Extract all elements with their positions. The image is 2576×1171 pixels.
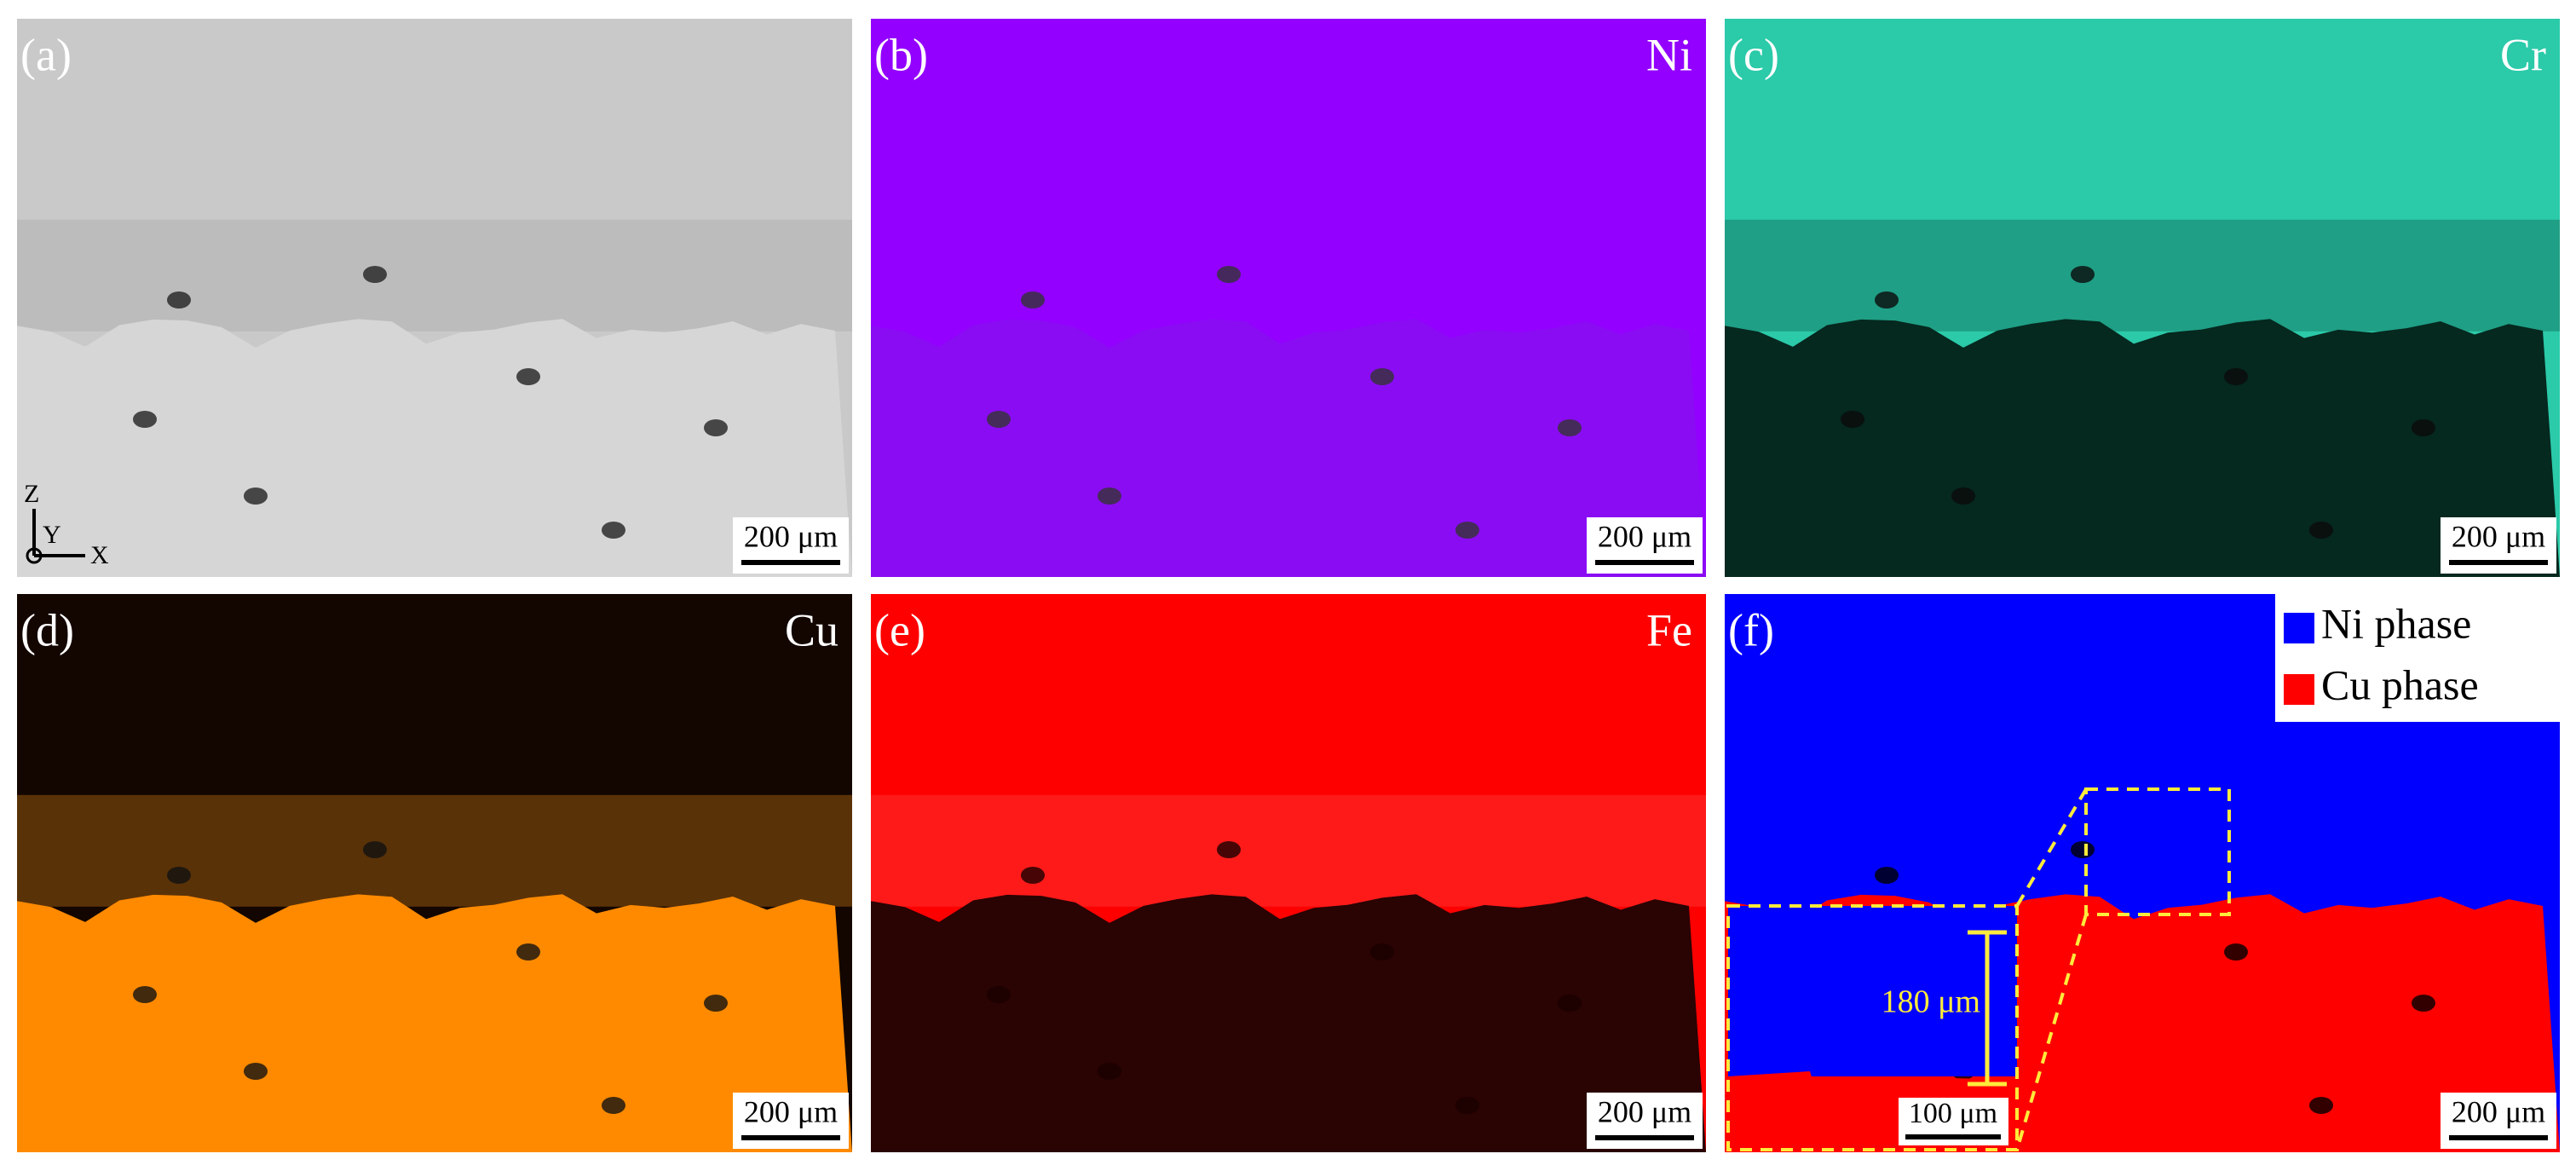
panel-band [1725,794,2560,907]
pore [2071,841,2095,858]
pore [2224,943,2248,960]
panel-band [1725,219,2560,332]
pore [2309,1097,2333,1114]
pore [2309,522,2333,539]
pore [363,841,387,858]
inset-scale-bar [1905,1134,2001,1139]
scale-bar-label: 200 μm [1598,1094,1691,1128]
element-label: Cr [2500,29,2546,80]
pore [244,487,268,505]
scale-bar-label: 200 μm [1598,519,1691,553]
pore [1951,487,1975,505]
thickness-label: 180 μm [1882,984,1980,1020]
panel: (b) Ni 200 μm [871,19,1706,577]
pore [2071,266,2095,283]
panel-label: (e) [874,604,925,655]
pore [704,419,728,436]
pore [167,867,191,884]
panel-band [871,794,1706,907]
pore [1455,1097,1479,1114]
scale-bar [2449,1135,2548,1140]
panel-label: (f) [1728,604,1774,655]
panel-band [871,219,1706,332]
scale-bar [741,1135,840,1140]
pore [133,411,157,428]
pore [987,411,1011,428]
panel-label: (c) [1728,29,1779,80]
legend-label: Ni phase [2321,599,2471,647]
zoom-source [2084,787,2231,916]
legend-swatch [2284,613,2314,643]
pore [1370,943,1394,960]
pore [1455,522,1479,539]
inset-frame [1726,904,2019,1151]
pore [602,1097,625,1114]
pore [987,986,1011,1003]
element-label: Cu [785,604,838,655]
pore [1098,487,1121,505]
panel-substrate [871,894,1706,1152]
pore [167,291,191,309]
pore [1558,995,1582,1012]
scale-bar [1595,560,1694,565]
pore [1217,266,1241,283]
pore [602,522,625,539]
axis-z-label: Z [24,480,39,508]
panel-substrate [17,319,852,577]
panel: (f) 200 μm Ni phase Cu phase 180 μm 100 μm [1725,594,2560,1152]
pore [1841,411,1864,428]
pore [1217,841,1241,858]
pore [516,943,540,960]
panel: (e) Fe 200 μm [871,594,1706,1152]
axis-y [26,547,43,564]
pore [516,368,540,385]
pore [1558,419,1582,436]
pore [1098,1063,1121,1080]
pore [1370,368,1394,385]
panel-substrate [1725,319,2560,577]
panel-band [17,219,852,332]
panel-substrate [871,319,1706,577]
legend-label: Cu phase [2321,660,2479,708]
axis-y-label: Y [43,521,61,549]
legend-box [2275,594,2560,722]
pore [2412,995,2435,1012]
inset-scale-label: 100 μm [1909,1098,1997,1129]
element-label: Ni [1646,29,1692,80]
panel: (d) Cu 200 μm [17,594,852,1152]
axis-x-label: X [90,541,109,569]
scale-bar-label: 200 μm [2452,1094,2545,1128]
pore [363,266,387,283]
scale-bar-label: 200 μm [744,1094,838,1128]
panel: (a) 200 μm ZY X [17,19,852,577]
legend-swatch [2284,674,2314,705]
panel-band [17,794,852,907]
scale-bar-label: 200 μm [2452,519,2545,553]
panel-substrate [17,894,852,1152]
scale-bar [1595,1135,1694,1140]
panel: (c) Cr 200 μm [1725,19,2560,577]
pore [704,995,728,1012]
scale-bar [2449,560,2548,565]
pore [1875,291,1899,309]
pore [1875,867,1899,884]
scale-bar [741,560,840,565]
zoom-line [2015,787,2088,908]
scale-bar-label: 200 μm [744,519,838,553]
pore [244,1063,268,1080]
panel-label: (d) [20,604,74,655]
pore [1021,867,1045,884]
pore [2224,368,2248,385]
panel-label: (b) [874,29,928,80]
element-label: Fe [1646,604,1692,655]
pore [133,986,157,1003]
pore [2412,419,2435,436]
pore [1021,291,1045,309]
panel-label: (a) [20,29,72,80]
